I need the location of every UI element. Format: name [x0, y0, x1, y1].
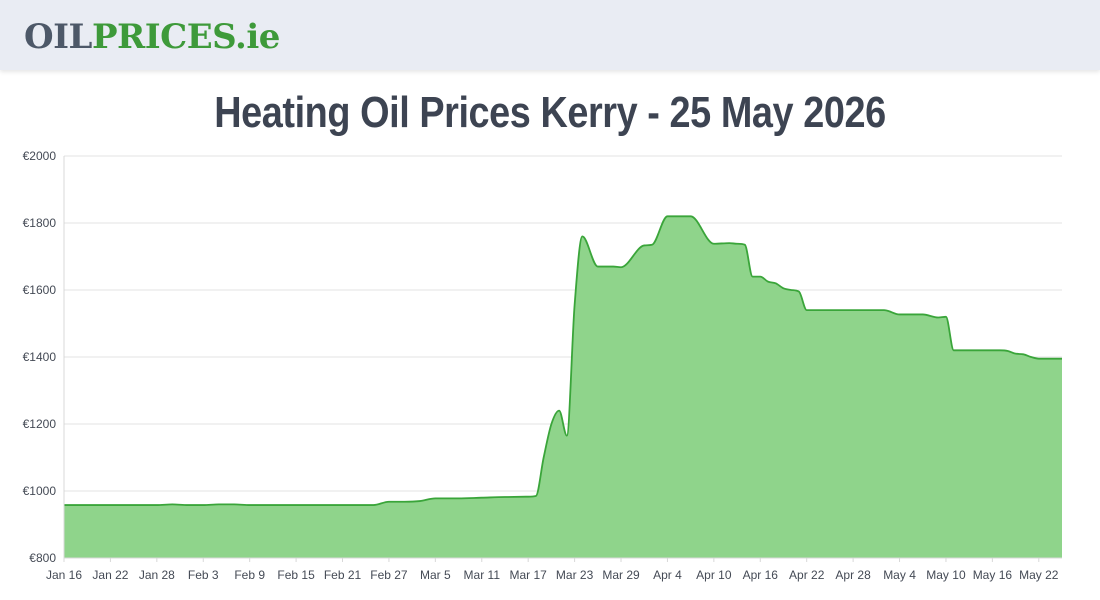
y-tick-label: €1800	[23, 216, 57, 230]
logo-text-oil: OIL	[24, 17, 92, 57]
logo-text-prices: PRICES	[91, 17, 236, 57]
x-tick-label: May 16	[973, 568, 1013, 582]
x-tick-label: Mar 5	[420, 568, 451, 582]
y-tick-label: €1600	[23, 283, 57, 297]
x-tick-label: Apr 4	[653, 568, 682, 582]
x-tick-label: Feb 27	[370, 568, 408, 582]
x-tick-label: Apr 16	[743, 568, 779, 582]
x-tick-label: Feb 21	[324, 568, 362, 582]
x-tick-label: Feb 15	[277, 568, 315, 582]
site-header: OILPRICES.ie	[0, 0, 1100, 70]
chart-area-series	[63, 215, 1062, 559]
x-tick-label: Mar 29	[602, 568, 640, 582]
x-tick-label: Apr 22	[789, 568, 825, 582]
x-tick-label: Feb 9	[234, 568, 265, 582]
x-tick-label: Jan 28	[139, 568, 175, 582]
x-tick-label: Mar 23	[556, 568, 594, 582]
y-tick-label: €1000	[23, 484, 57, 498]
x-tick-label: Apr 28	[835, 568, 871, 582]
series-area-fill	[64, 216, 1062, 559]
site-logo[interactable]: OILPRICES.ie	[24, 14, 280, 60]
x-tick-label: May 4	[883, 568, 916, 582]
x-tick-label: Jan 22	[92, 568, 128, 582]
logo-text-ie: .ie	[234, 17, 280, 57]
y-tick-label: €800	[29, 551, 56, 565]
x-tick-label: Apr 10	[696, 568, 732, 582]
x-tick-label: Mar 11	[464, 568, 501, 582]
series-line	[63, 215, 1062, 506]
x-tick-label: May 22	[1019, 568, 1059, 582]
x-tick-label: Jan 16	[46, 568, 82, 582]
y-tick-label: €2000	[23, 149, 57, 163]
y-tick-label: €1400	[23, 350, 57, 364]
page-title: Heating Oil Prices Kerry - 25 May 2026	[214, 88, 886, 137]
x-tick-label: May 10	[926, 568, 966, 582]
y-tick-label: €1200	[23, 417, 57, 431]
x-tick-label: Mar 17	[510, 568, 548, 582]
x-tick-label: Feb 3	[188, 568, 219, 582]
chart-axes: €800 €1000 €1200 €1400 €1600 €1800 €2000 Jan 16…	[23, 149, 1062, 582]
